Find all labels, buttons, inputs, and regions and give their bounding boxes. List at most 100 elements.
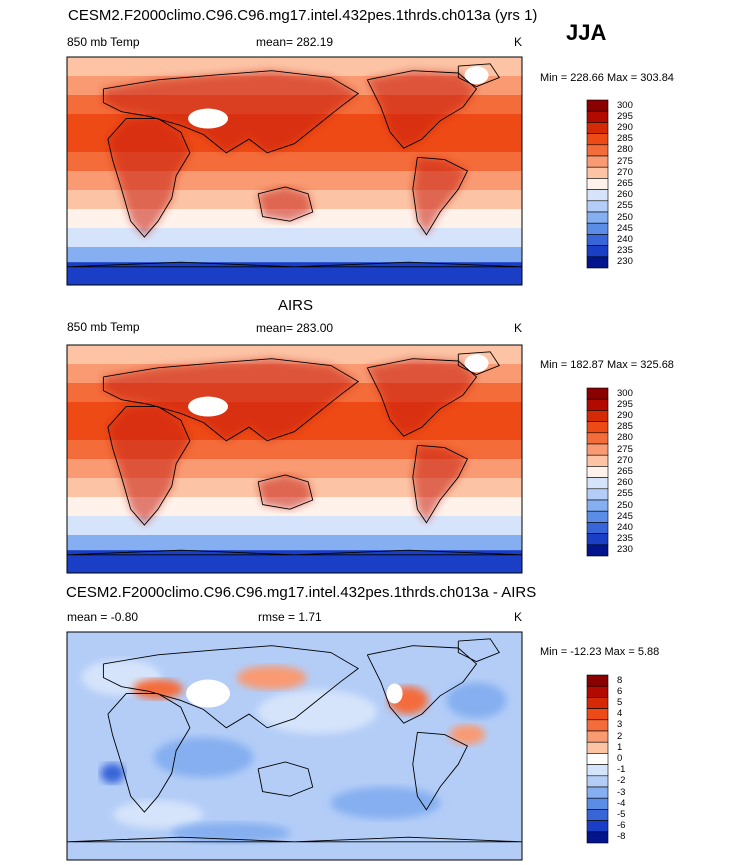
colorbar2-swatch — [586, 398, 609, 411]
colorbar1-swatch — [586, 211, 609, 224]
colorbar3-swatch — [586, 753, 609, 765]
colorbar3-tick-label: 0 — [617, 752, 623, 764]
colorbar2-tick-label: 280 — [617, 432, 633, 444]
map3-anomaly-area — [330, 787, 441, 819]
colorbar3-swatch — [586, 831, 609, 844]
colorbar3-tick-label: 3 — [617, 719, 623, 731]
season-label: JJA — [566, 20, 607, 45]
colorbar1-swatch — [586, 110, 609, 123]
map3-anomaly-area — [236, 665, 307, 690]
panel1-mean-label: mean= 282.19 — [256, 35, 334, 49]
colorbar2-tick-label: 240 — [617, 521, 633, 533]
colorbar3-tick-label: 8 — [617, 674, 623, 686]
colorbar3-swatch — [586, 797, 609, 810]
panel2-title: AIRS — [278, 297, 314, 314]
colorbar1-swatch — [586, 122, 609, 134]
map1-antarctic-band — [67, 262, 522, 285]
map2-coastline — [257, 474, 314, 510]
colorbar2-swatch — [586, 432, 609, 445]
map2-lat-band — [67, 459, 522, 479]
colorbar3-swatch — [586, 764, 609, 777]
colorbar2-swatch — [586, 533, 609, 546]
panel2-minmax-label: Min = 182.87 Max = 325.68 — [540, 359, 674, 371]
colorbar1-tick-label: 250 — [617, 211, 633, 223]
colorbar3-tick-label: 1 — [617, 741, 623, 753]
colorbar3-tick-label: -6 — [617, 820, 626, 832]
map2-frame — [66, 344, 523, 574]
colorbar3-tick-label: -4 — [617, 797, 626, 809]
colorbar2-tick-label: 290 — [617, 409, 633, 421]
colorbar1-tick-label: 270 — [617, 166, 633, 178]
map-panel-3 — [67, 632, 522, 860]
colorbar1-tick-label: 290 — [617, 121, 633, 133]
colorbar1-swatch — [586, 166, 609, 179]
map2-land-warm-area — [412, 445, 468, 523]
map1-coastline — [102, 70, 360, 154]
colorbar1-tick-label: 260 — [617, 189, 633, 201]
colorbar2-swatch — [586, 510, 609, 523]
colorbar2-swatch — [586, 466, 609, 478]
colorbar2-swatch — [586, 499, 609, 512]
map3-anomaly-area — [100, 763, 125, 784]
colorbar2-swatch — [586, 477, 609, 490]
colorbar1-tick-label: 230 — [617, 256, 633, 268]
panel2-variable-label: 850 mb Temp — [67, 320, 140, 334]
colorbar2-swatch — [586, 387, 609, 400]
colorbar3-swatch — [586, 786, 609, 799]
map3-frame — [66, 631, 523, 861]
colorbar1-tick-label: 280 — [617, 144, 633, 156]
map2-land-warm-area — [107, 406, 190, 526]
map1-land-warm-area — [367, 70, 477, 149]
colorbar3-swatch — [586, 674, 609, 687]
map1-coastline — [457, 63, 500, 88]
colorbar2-tick-label: 250 — [617, 499, 633, 511]
colorbar2-tick-label: 275 — [617, 443, 633, 455]
colorbar2-tick-label: 235 — [617, 533, 633, 545]
map1-missing-data — [188, 108, 229, 129]
colorbar2-swatch — [586, 410, 609, 422]
map3-anomaly-area — [153, 737, 254, 778]
map3-coastline — [457, 638, 500, 663]
colorbar1-swatch — [586, 133, 609, 146]
colorbar1-swatch — [586, 155, 609, 168]
map3-anomaly-area — [449, 724, 486, 745]
colorbar3-swatch — [586, 708, 609, 721]
map3-coastline — [366, 645, 478, 724]
colorbar1-tick-label: 295 — [617, 110, 633, 122]
colorbar1-swatch — [586, 189, 609, 202]
map2-land-warm-area — [103, 358, 359, 441]
map2-coastline — [412, 444, 469, 524]
colorbar1-tick-label: 300 — [617, 99, 633, 111]
colorbar3-swatch — [586, 820, 609, 833]
panel3-rmse-label: rmse = 1.71 — [258, 610, 322, 624]
colorbar1-swatch — [586, 144, 609, 157]
map2-missing-data — [188, 396, 229, 417]
colorbar2-tick-label: 295 — [617, 398, 633, 410]
map1-land-warm-area — [103, 70, 359, 153]
colorbar1-tick-label: 240 — [617, 233, 633, 245]
colorbar1-swatch — [586, 99, 609, 112]
map3-coastline — [412, 731, 469, 811]
map3-coastline — [102, 645, 360, 729]
colorbar3-swatch — [586, 685, 609, 698]
colorbar2-swatch — [586, 443, 609, 456]
colorbar1-tick-label: 275 — [617, 155, 633, 167]
colorbar1-swatch — [586, 200, 609, 213]
colorbar2-swatch — [586, 454, 609, 467]
colorbar1-swatch — [586, 245, 609, 258]
colorbar2-tick-label: 245 — [617, 510, 633, 522]
colorbar3-tick-label: -2 — [617, 775, 626, 787]
colorbar2-tick-label: 270 — [617, 454, 633, 466]
colorbar1-tick-label: 285 — [617, 133, 633, 145]
map1-lat-band — [67, 228, 522, 248]
panel1-variable-label: 850 mb Temp — [67, 35, 140, 49]
colorbar1-swatch — [586, 234, 609, 246]
map1-coastline — [257, 186, 314, 222]
map3-anomaly-area — [257, 689, 378, 734]
colorbar3-swatch — [586, 809, 609, 821]
colorbar3-tick-label: -5 — [617, 808, 626, 820]
map2-coastline — [102, 358, 360, 442]
map3-anomaly-area — [446, 682, 507, 719]
colorbar2-tick-label: 300 — [617, 387, 633, 399]
